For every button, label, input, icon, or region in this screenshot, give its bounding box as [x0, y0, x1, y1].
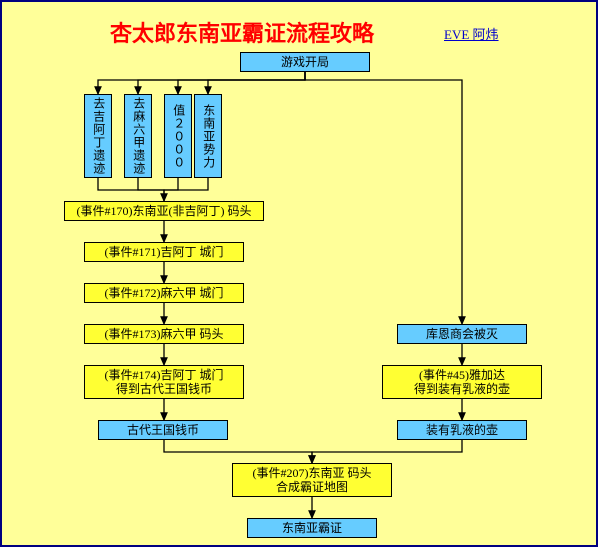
edge-4: [305, 72, 462, 324]
node-v3: 值２０００: [164, 94, 192, 178]
edge-0: [98, 72, 305, 94]
edge-6: [138, 178, 164, 190]
author-label: EVE 阿炜: [444, 24, 499, 43]
edge-7: [164, 178, 178, 190]
node-v1: 去吉阿丁遗迹: [84, 94, 112, 178]
edge-5: [98, 178, 164, 201]
node-e173: (事件#173)麻六甲 码头: [84, 324, 244, 344]
edge-3: [208, 72, 305, 94]
node-e172: (事件#172)麻六甲 城门: [84, 283, 244, 303]
edge-8: [164, 178, 208, 201]
edge-16: [164, 440, 312, 463]
node-v2: 去麻六甲遗迹: [124, 94, 152, 178]
edge-1: [138, 72, 305, 94]
edge-2: [178, 72, 305, 94]
node-e170: (事件#170)东南亚(非吉阿丁) 码头: [64, 201, 264, 221]
edge-17: [312, 440, 462, 463]
node-e171: (事件#171)吉阿丁 城门: [84, 242, 244, 262]
page-title: 杏太郎东南亚霸证流程攻略: [110, 16, 374, 48]
node-start: 游戏开局: [240, 52, 370, 72]
node-pot: 装有乳液的壶: [397, 420, 527, 440]
node-kuen: 库恩商会被灭: [397, 324, 527, 344]
flowchart-canvas: 杏太郎东南亚霸证流程攻略 EVE 阿炜 游戏开局去吉阿丁遗迹去麻六甲遗迹值２００…: [0, 0, 598, 547]
node-e45: (事件#45)雅加达 得到装有乳液的壶: [382, 365, 542, 399]
node-e174: (事件#174)吉阿丁 城门 得到古代王国钱币: [84, 365, 244, 399]
node-coin: 古代王国钱币: [98, 420, 228, 440]
node-cert: 东南亚霸证: [247, 518, 377, 538]
node-v4: 东南亚势力: [194, 94, 222, 178]
node-e207: (事件#207)东南亚 码头 合成霸证地图: [232, 463, 392, 497]
